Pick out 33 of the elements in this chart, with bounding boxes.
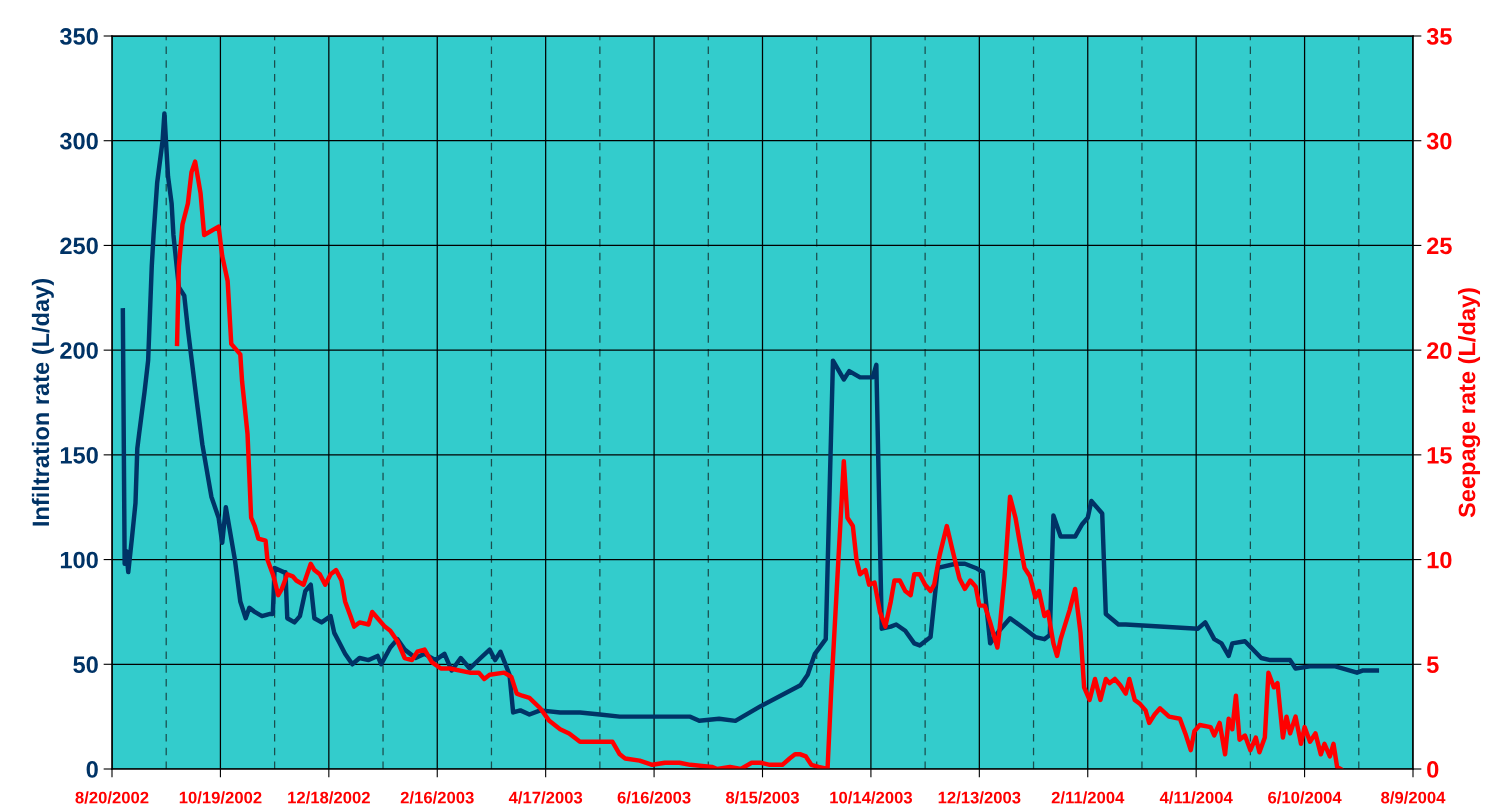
y-axis-title: Infiltration rate (L/day) (31, 279, 54, 526)
x-tick-label: 12/18/2002 (288, 791, 370, 804)
x-tick-label: 8/20/2002 (75, 791, 149, 804)
y2-tick-label: 0 (1427, 761, 1439, 778)
line-series (174, 159, 1343, 769)
x-tick-label: 4/17/2003 (508, 791, 583, 804)
y2-tick-label: 20 (1427, 342, 1452, 359)
x-tick-label: 4/11/2004 (1159, 791, 1233, 804)
y-tick-label: 200 (60, 342, 98, 359)
y-tick-label: 100 (60, 551, 98, 569)
x-tick-label: 8/15/2003 (725, 791, 799, 804)
y-tick-label: 150 (60, 446, 98, 464)
y2-tick-label: 10 (1427, 551, 1452, 569)
x-tick-label: 10/14/2003 (830, 791, 913, 804)
y2-tick-label: 30 (1426, 132, 1452, 150)
x-tick-label: 8/9/2004 (1381, 791, 1446, 804)
x-tick-label: 6/10/2004 (1268, 791, 1342, 804)
line-series (120, 111, 1380, 724)
y2-tick-label: 5 (1426, 656, 1439, 674)
y-tick-label: 250 (60, 237, 98, 255)
x-tick-label: 2/11/2004 (1051, 791, 1125, 804)
y2-axis-title: Seepage rate (L/day) (1458, 288, 1481, 518)
y-tick-label: 50 (73, 656, 98, 674)
x-tick-label: 12/13/2003 (938, 791, 1021, 804)
y2-tick-label: 15 (1427, 447, 1452, 464)
x-tick-label: 10/19/2002 (179, 791, 262, 804)
x-tick-label: 2/16/2003 (400, 791, 474, 804)
y-tick-label: 350 (59, 28, 98, 45)
x-tick-label: 6/16/2003 (617, 791, 691, 804)
y-tick-label: 300 (59, 132, 98, 150)
y-tick-label: 0 (86, 761, 98, 778)
y2-tick-label: 25 (1427, 237, 1452, 255)
y2-tick-label: 35 (1426, 28, 1452, 45)
